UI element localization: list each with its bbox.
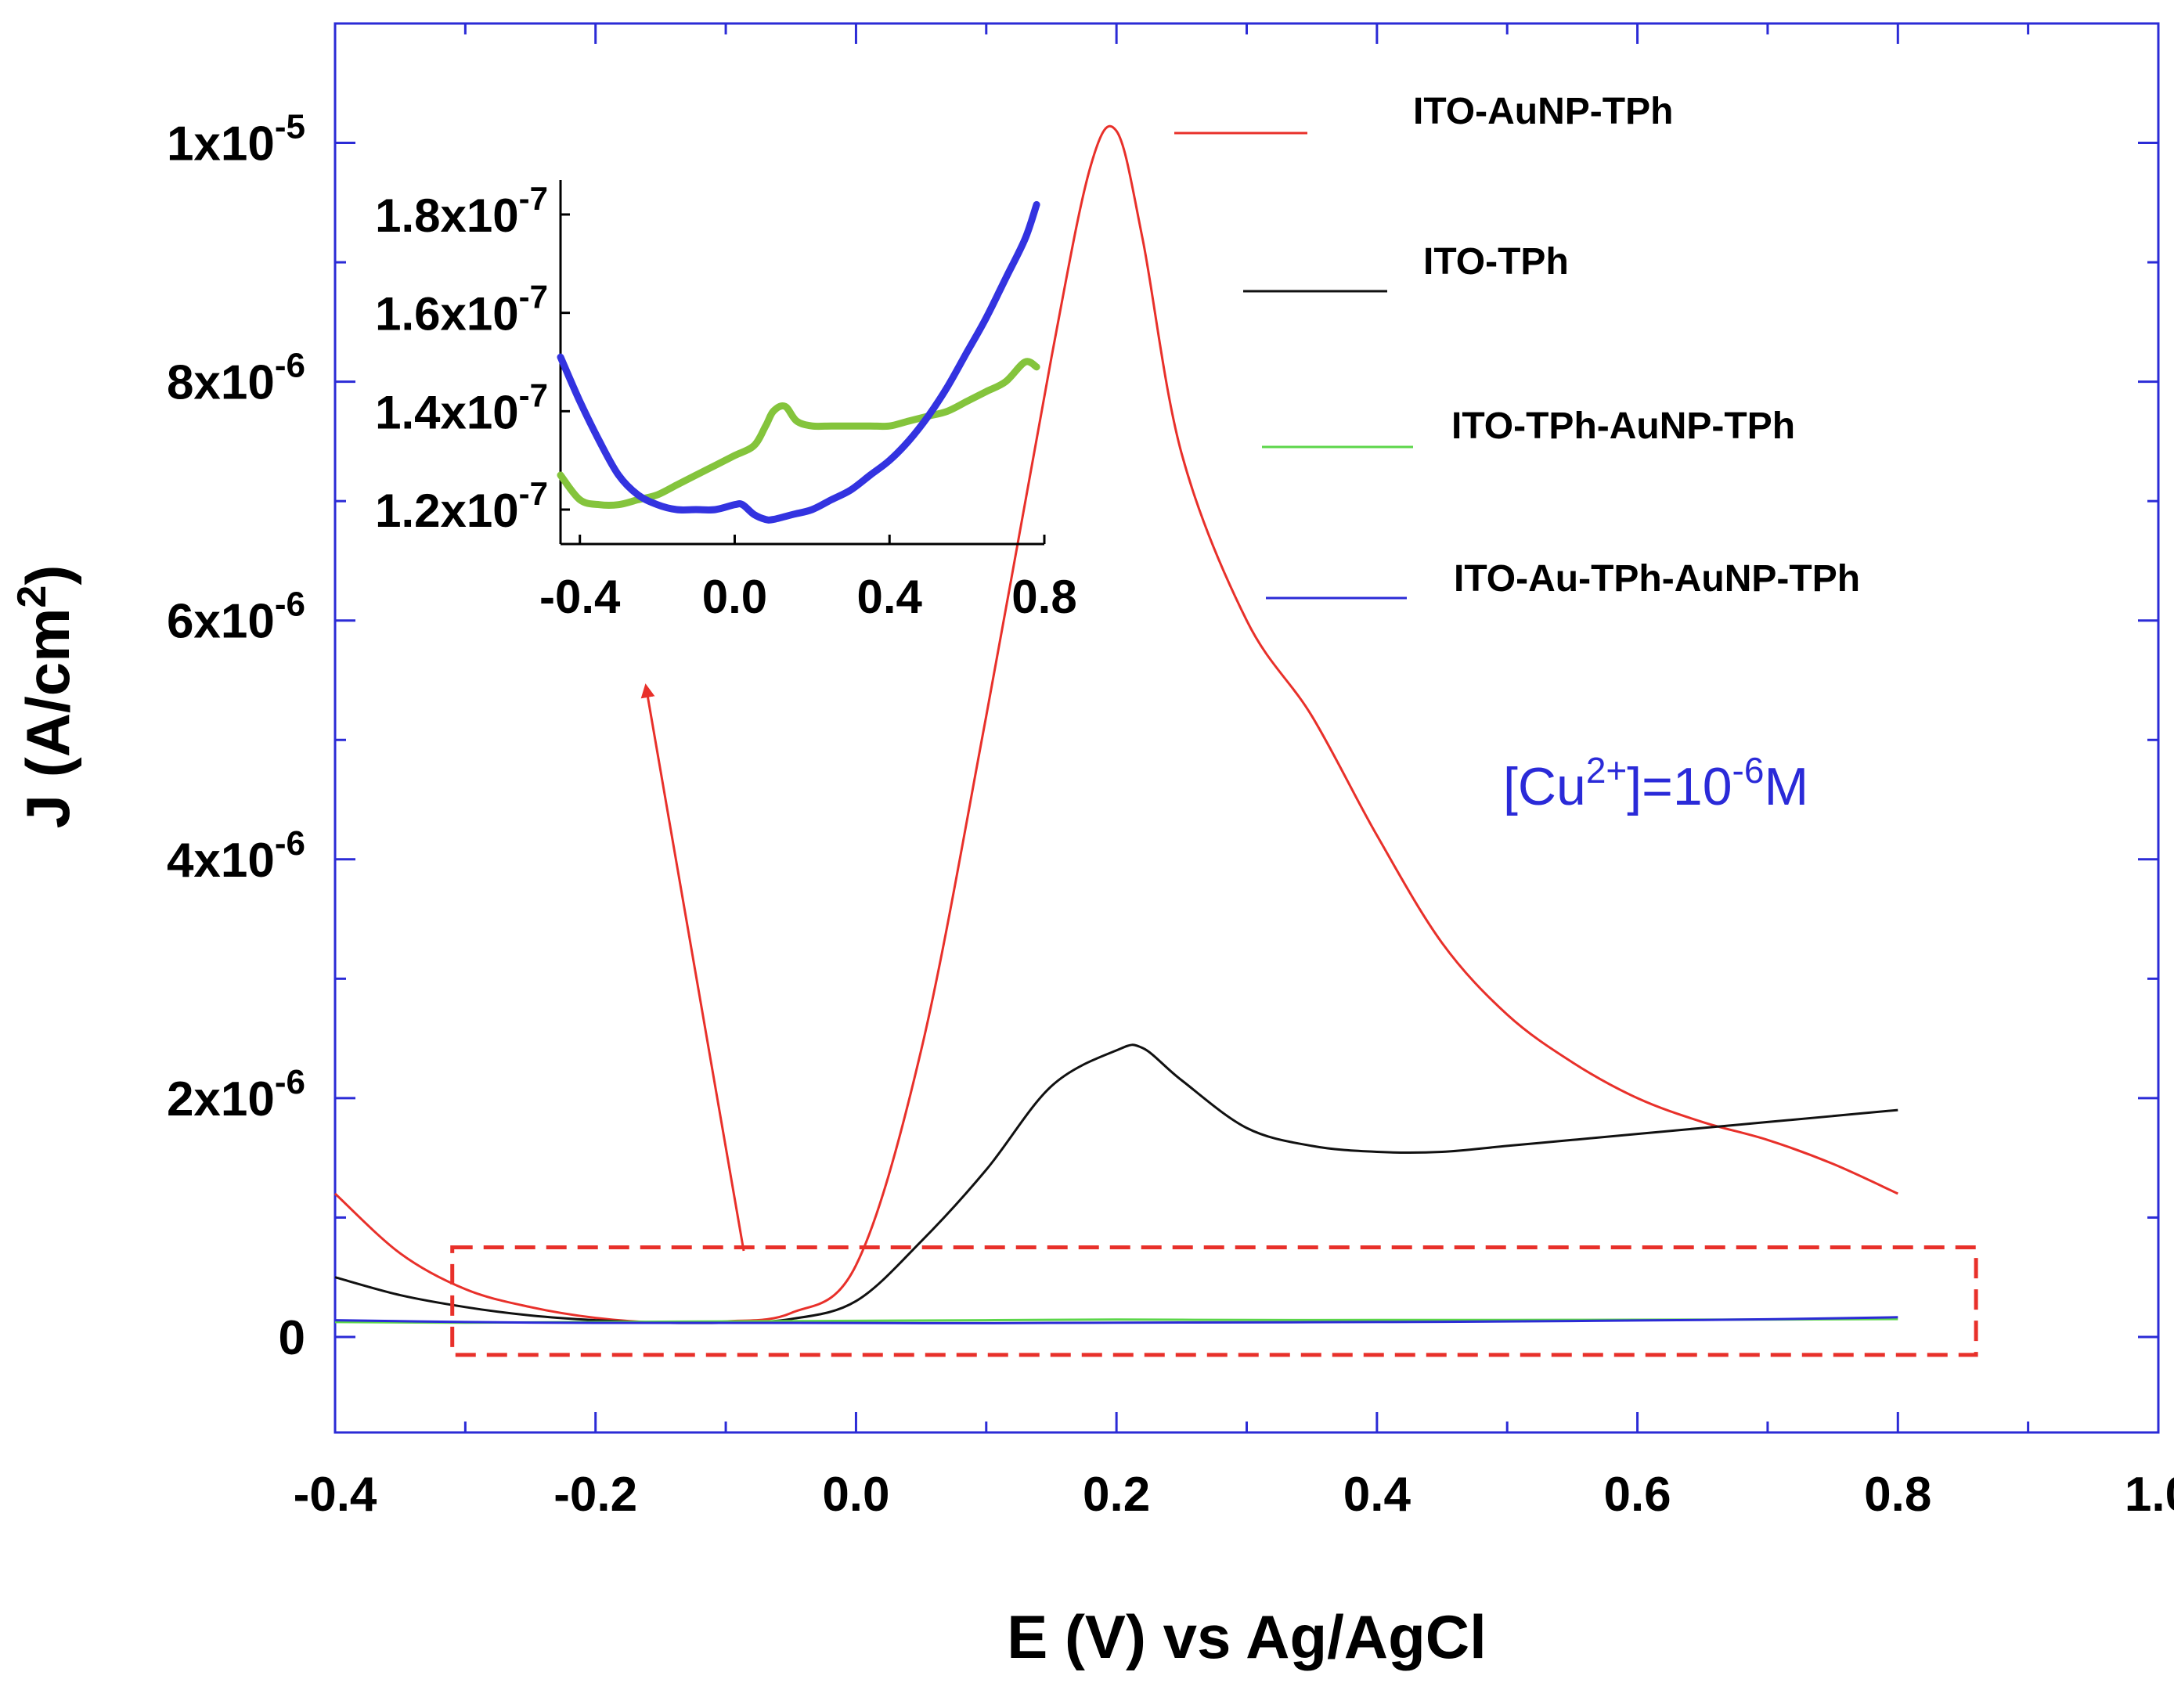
note-superscript-charge: 2+ xyxy=(1586,750,1627,791)
inset-y-tick-base: 1.8x10 xyxy=(375,189,519,242)
inset-y-tick-exponent: -7 xyxy=(519,180,548,217)
inset-y-tick-label: 1.6x10-7 xyxy=(375,279,548,341)
inset-y-tick-label: 1.2x10-7 xyxy=(375,475,548,537)
zoom-box xyxy=(450,1245,1978,1357)
x-tick-label: 0.2 xyxy=(1083,1468,1150,1522)
x-tick-label: 0.4 xyxy=(1343,1468,1411,1522)
inset-series-line-ITO-Au-TPh-AuNP-TPh xyxy=(557,200,1040,524)
zoom-arrow xyxy=(640,683,745,1252)
series-line-ITO-TPh xyxy=(334,1043,1898,1324)
inset-x-tick-label: 0.0 xyxy=(702,571,767,623)
inset-y-tick-label: 1.4x10-7 xyxy=(375,377,548,438)
x-tick-label: 0.0 xyxy=(822,1468,889,1522)
y-tick-exponent: -6 xyxy=(275,1063,305,1101)
legend-label: ITO-Au-TPh-AuNP-TPh xyxy=(1454,558,1860,600)
x-tick-label: 0.8 xyxy=(1864,1468,1931,1522)
y-tick-exponent: -6 xyxy=(275,586,305,624)
inset-x-tick-label: 0.8 xyxy=(1011,571,1076,623)
x-tick-label: 1.0 xyxy=(2125,1468,2174,1522)
legend-label: ITO-TPh-AuNP-TPh xyxy=(1451,405,1795,447)
inset-y-tick-exponent: -7 xyxy=(519,475,548,512)
inset-y-tick-base: 1.2x10 xyxy=(375,485,519,537)
y-axis-title-superscript: 2 xyxy=(9,586,55,608)
y-tick-base: 4x10 xyxy=(167,834,275,888)
x-tick-label: -0.2 xyxy=(553,1468,637,1522)
y-tick-base: 0 xyxy=(279,1311,305,1365)
inset-y-tick-exponent: -7 xyxy=(519,279,548,315)
y-tick-base: 2x10 xyxy=(167,1072,275,1126)
inset-x-tick-label: 0.4 xyxy=(857,571,923,623)
inset-y-tick-base: 1.6x10 xyxy=(375,288,519,341)
y-tick-exponent: -6 xyxy=(275,824,305,863)
note-suffix: M xyxy=(1764,757,1808,816)
y-axis-title: J (A/cm2) xyxy=(9,565,82,829)
note-mid: ]=10 xyxy=(1627,757,1732,816)
y-tick-label: 0 xyxy=(279,1311,305,1365)
y-axis-title-close: ) xyxy=(13,565,82,586)
legend: ITO-AuNP-TPh ITO-TPh ITO-TPh-AuNP-TPh ITO-A… xyxy=(1174,91,1860,600)
y-tick-base: 6x10 xyxy=(167,595,275,649)
y-tick-label: 1x10-5 xyxy=(167,108,305,171)
y-tick-label: 4x10-6 xyxy=(167,824,305,888)
annotations: [Cu2+]=10-6M xyxy=(640,683,1808,1252)
y-tick-label: 2x10-6 xyxy=(167,1063,305,1126)
concentration-note: [Cu2+]=10-6M xyxy=(1503,750,1808,816)
y-tick-label: 8x10-6 xyxy=(167,347,305,410)
inset-y-tick-base: 1.4x10 xyxy=(375,386,519,438)
y-tick-label: 6x10-6 xyxy=(167,586,305,649)
y-axis-title-base: J (A/cm xyxy=(13,608,82,829)
note-prefix: [Cu xyxy=(1503,757,1586,816)
inset-x-tick-label: -0.4 xyxy=(539,571,621,623)
x-axis-title: E (V) vs Ag/AgCl xyxy=(1007,1602,1487,1671)
inset-plot: -0.4 0.0 0.4 0.81.2x10-71.4x10-71.6x10-71.8… xyxy=(375,180,1077,623)
x-tick-label: -0.4 xyxy=(294,1468,377,1522)
y-tick-base: 8x10 xyxy=(167,356,275,410)
legend-label: ITO-TPh xyxy=(1423,241,1569,283)
inset-y-tick-label: 1.8x10-7 xyxy=(375,180,548,242)
y-tick-base: 1x10 xyxy=(167,117,275,171)
y-tick-exponent: -5 xyxy=(275,108,305,146)
x-tick-label: 0.6 xyxy=(1603,1468,1671,1522)
inset-y-tick-exponent: -7 xyxy=(519,377,548,413)
series-line-ITO-Au-TPh-AuNP-TPh xyxy=(334,1316,1898,1324)
legend-label: ITO-AuNP-TPh xyxy=(1413,91,1673,132)
y-tick-exponent: -6 xyxy=(275,347,305,385)
main-plot: -0.4-0.20.00.20.40.60.81.002x10-64x10-66… xyxy=(9,22,2174,1671)
note-superscript-exponent: -6 xyxy=(1732,750,1765,791)
